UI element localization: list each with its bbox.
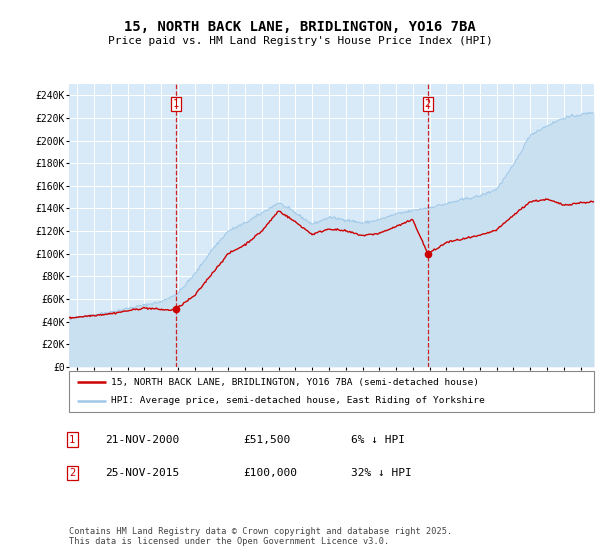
Text: 1: 1 (69, 435, 75, 445)
Text: 2: 2 (425, 99, 431, 109)
Text: 15, NORTH BACK LANE, BRIDLINGTON, YO16 7BA: 15, NORTH BACK LANE, BRIDLINGTON, YO16 7… (124, 20, 476, 34)
Text: 1: 1 (173, 99, 179, 109)
Text: £51,500: £51,500 (243, 435, 290, 445)
Text: 25-NOV-2015: 25-NOV-2015 (105, 468, 179, 478)
Text: 21-NOV-2000: 21-NOV-2000 (105, 435, 179, 445)
Text: 32% ↓ HPI: 32% ↓ HPI (351, 468, 412, 478)
Text: 6% ↓ HPI: 6% ↓ HPI (351, 435, 405, 445)
Text: Price paid vs. HM Land Registry's House Price Index (HPI): Price paid vs. HM Land Registry's House … (107, 36, 493, 46)
FancyBboxPatch shape (69, 371, 594, 412)
Text: £100,000: £100,000 (243, 468, 297, 478)
Text: HPI: Average price, semi-detached house, East Riding of Yorkshire: HPI: Average price, semi-detached house,… (111, 396, 485, 405)
Text: Contains HM Land Registry data © Crown copyright and database right 2025.
This d: Contains HM Land Registry data © Crown c… (69, 526, 452, 546)
Text: 2: 2 (69, 468, 75, 478)
Text: 15, NORTH BACK LANE, BRIDLINGTON, YO16 7BA (semi-detached house): 15, NORTH BACK LANE, BRIDLINGTON, YO16 7… (111, 377, 479, 386)
